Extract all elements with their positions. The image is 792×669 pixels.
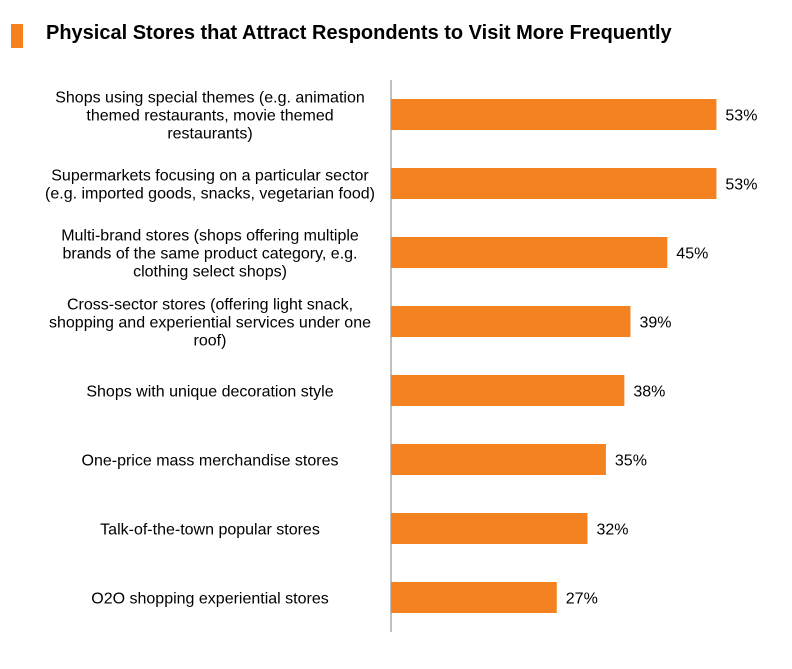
bar (391, 375, 625, 406)
chart-title: Physical Stores that Attract Respondents… (46, 22, 672, 44)
value-label: 32% (596, 522, 628, 539)
category-label: Supermarkets focusing on a particular se… (45, 168, 375, 203)
category-label: O2O shopping experiential stores (91, 591, 328, 608)
bar (391, 237, 668, 268)
bar (391, 306, 631, 337)
value-label: 45% (676, 246, 708, 263)
bar (391, 99, 717, 130)
category-label: Shops using special themes (e.g. animati… (55, 90, 365, 143)
category-label-line: Supermarkets focusing on a particular se… (51, 168, 369, 185)
value-label: 27% (566, 591, 598, 608)
category-label-line: shopping and experiential services under… (49, 315, 371, 332)
title-marker (11, 24, 23, 48)
category-label-line: Shops with unique decoration style (86, 384, 333, 401)
category-label-line: O2O shopping experiential stores (91, 591, 328, 608)
category-label-line: Shops using special themes (e.g. animati… (55, 90, 365, 107)
category-label-line: brands of the same product category, e.g… (63, 246, 358, 263)
category-label: Talk-of-the-town popular stores (100, 522, 320, 539)
category-label-line: Talk-of-the-town popular stores (100, 522, 320, 539)
bar (391, 513, 588, 544)
category-label-line: themed restaurants, movie themed (86, 108, 333, 125)
value-label: 53% (725, 108, 757, 125)
category-label: Multi-brand stores (shops offering multi… (61, 228, 359, 281)
bar (391, 444, 606, 475)
category-label: One-price mass merchandise stores (82, 453, 339, 470)
value-label: 35% (615, 453, 647, 470)
category-label-line: clothing select shops) (133, 264, 287, 281)
category-label-line: One-price mass merchandise stores (82, 453, 339, 470)
category-label-line: restaurants) (167, 126, 252, 143)
bar (391, 582, 557, 613)
value-label: 39% (639, 315, 671, 332)
value-label: 38% (633, 384, 665, 401)
category-label-line: Cross-sector stores (offering light snac… (67, 297, 353, 314)
bar (391, 168, 717, 199)
category-label-line: Multi-brand stores (shops offering multi… (61, 228, 359, 245)
category-label-line: (e.g. imported goods, snacks, vegetarian… (45, 186, 375, 203)
category-label: Cross-sector stores (offering light snac… (49, 297, 371, 350)
category-label: Shops with unique decoration style (86, 384, 333, 401)
category-label-line: roof) (194, 333, 227, 350)
value-label: 53% (725, 177, 757, 194)
